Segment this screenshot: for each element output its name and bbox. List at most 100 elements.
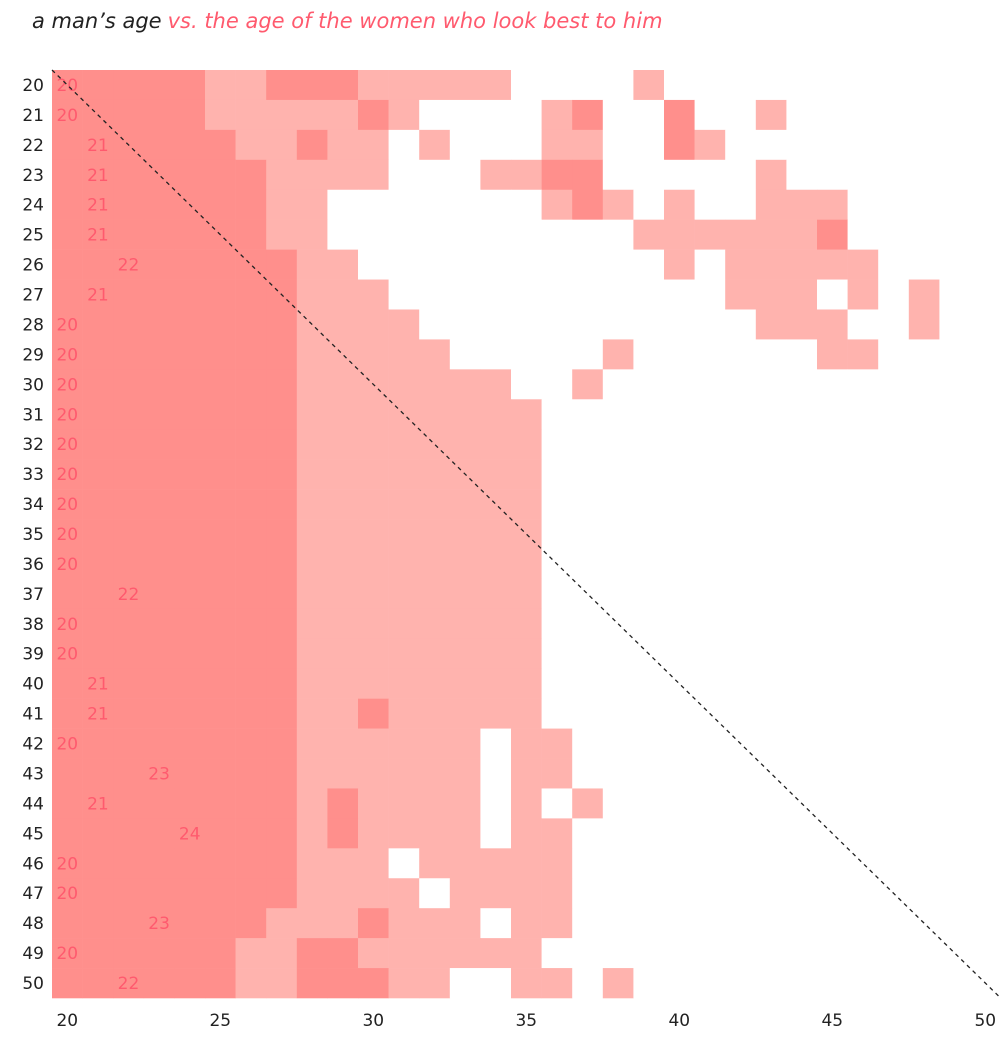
cell xyxy=(235,339,267,370)
cell xyxy=(480,638,512,670)
cell xyxy=(541,489,573,520)
cell xyxy=(633,459,665,490)
cell xyxy=(602,70,634,101)
cell xyxy=(449,638,481,670)
cell xyxy=(480,938,512,969)
cell xyxy=(694,878,726,909)
cell xyxy=(664,309,695,340)
cell xyxy=(327,489,359,520)
cell xyxy=(82,728,114,759)
cell xyxy=(480,339,512,370)
cell xyxy=(388,608,420,640)
cell xyxy=(174,249,206,280)
cell xyxy=(817,908,848,939)
cell xyxy=(449,309,481,340)
cell xyxy=(939,578,971,610)
cell xyxy=(511,279,542,310)
cell xyxy=(266,638,298,670)
cell xyxy=(786,728,818,759)
cell xyxy=(878,129,910,161)
cell xyxy=(52,489,83,520)
cell xyxy=(664,279,695,310)
cell xyxy=(633,878,665,909)
cell xyxy=(694,429,726,460)
cell xyxy=(327,99,359,131)
y-tick-label: 25 xyxy=(22,226,44,246)
cell xyxy=(511,638,542,670)
cell xyxy=(419,159,451,191)
cell xyxy=(480,489,512,520)
cell xyxy=(327,938,359,969)
cell xyxy=(82,698,114,729)
cell xyxy=(878,818,910,849)
cell xyxy=(664,459,695,490)
cell xyxy=(388,249,420,280)
cell xyxy=(664,70,695,101)
cell xyxy=(602,459,634,490)
cell xyxy=(82,578,114,610)
cell xyxy=(572,489,604,520)
cell xyxy=(755,608,787,640)
cell xyxy=(480,99,512,131)
cell xyxy=(817,219,848,250)
cell xyxy=(511,369,542,400)
cell xyxy=(725,668,757,699)
cell xyxy=(449,159,481,191)
cell xyxy=(572,698,604,729)
cell xyxy=(174,459,206,490)
cell xyxy=(480,129,512,161)
cell xyxy=(511,189,542,220)
cell xyxy=(908,608,940,640)
cell xyxy=(327,968,359,999)
cell xyxy=(113,758,145,789)
cell xyxy=(419,129,451,161)
cell xyxy=(786,758,818,789)
cell xyxy=(449,429,481,460)
cell xyxy=(786,279,818,310)
cell xyxy=(266,189,298,220)
cell xyxy=(847,668,879,699)
cell xyxy=(358,638,389,670)
cell xyxy=(633,758,665,789)
cell xyxy=(327,578,359,610)
cell xyxy=(174,758,206,789)
cell xyxy=(327,608,359,640)
cell xyxy=(143,728,175,759)
cell xyxy=(266,129,298,161)
cell xyxy=(633,489,665,520)
cell xyxy=(296,578,328,610)
cell xyxy=(878,399,910,430)
cell xyxy=(633,818,665,849)
cell xyxy=(327,189,359,220)
cell xyxy=(511,728,542,759)
diagonal xyxy=(51,69,1002,999)
cell xyxy=(878,668,910,699)
cell xyxy=(388,758,420,789)
cell xyxy=(847,459,879,490)
cell xyxy=(694,489,726,520)
cell xyxy=(817,728,848,759)
cell xyxy=(908,788,940,819)
cell xyxy=(847,429,879,460)
cell xyxy=(786,578,818,610)
cell xyxy=(327,309,359,340)
cell xyxy=(388,878,420,909)
y-tick-label: 20 xyxy=(22,76,44,96)
cell xyxy=(572,309,604,340)
cell xyxy=(541,788,573,819)
cell xyxy=(82,938,114,969)
cell xyxy=(755,459,787,490)
cell xyxy=(939,429,971,460)
cell xyxy=(725,818,757,849)
cell xyxy=(143,758,175,789)
cell xyxy=(205,189,236,220)
cell xyxy=(878,459,910,490)
cell xyxy=(664,189,695,220)
best-age-label: 20 xyxy=(56,884,78,904)
cell xyxy=(174,968,206,999)
cell xyxy=(694,968,726,999)
cell xyxy=(419,818,451,849)
best-age-label: 22 xyxy=(118,256,140,276)
cell xyxy=(113,429,145,460)
